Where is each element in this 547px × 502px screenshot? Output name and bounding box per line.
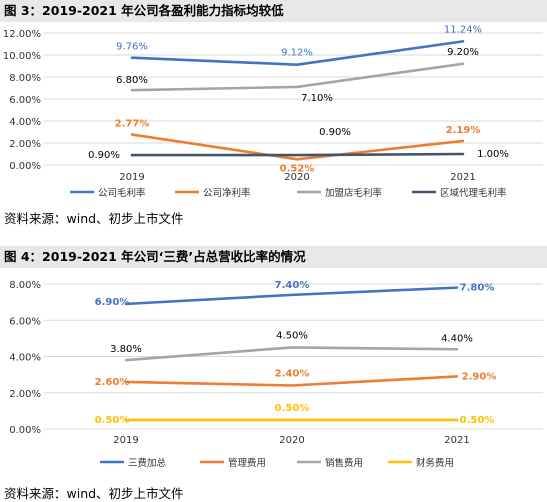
y-tick-label: 4.00% (9, 117, 41, 128)
x-tick-label: 2020 (279, 435, 304, 446)
y-tick-label: 2.00% (9, 389, 41, 400)
data-label: 7.10% (301, 93, 333, 104)
data-label: 2.77% (115, 119, 150, 130)
data-label: 1.00% (477, 149, 509, 160)
data-label: 3.80% (110, 344, 142, 355)
figure-3-chart: 0.00% 2.00% 4.00% 6.00% 8.00% 10.00% 12.00% 201… (3, 24, 543, 199)
data-label: 2.19% (446, 125, 481, 136)
data-label: 11.24% (444, 24, 482, 35)
y-tick-label: 8.00% (9, 280, 41, 291)
fig4-series-line-2 (124, 346, 459, 362)
y-tick-label: 2.00% (9, 139, 41, 150)
data-label: 0.90% (319, 127, 351, 138)
data-label: 6.90% (95, 297, 130, 308)
y-tick-label: 4.00% (9, 353, 41, 364)
data-label: 4.50% (276, 330, 308, 341)
y-tick-label: 0.00% (9, 161, 41, 172)
data-label: 7.40% (275, 280, 310, 291)
legend-label: 公司毛利率 (98, 187, 146, 199)
y-tick-label: 6.00% (9, 316, 41, 327)
y-tick-label: 12.00% (3, 29, 41, 40)
data-label: 7.80% (460, 283, 495, 294)
legend-label: 管理费用 (228, 457, 266, 469)
data-label: 6.80% (116, 75, 148, 86)
figure-3-source: 资料来源：wind、初步上市文件 (4, 211, 184, 226)
y-tick-label: 10.00% (3, 51, 41, 62)
y-tick-label: 0.00% (9, 425, 41, 436)
data-label: 9.12% (281, 48, 313, 59)
y-tick-label: 6.00% (9, 95, 41, 106)
fig3-series-line-1 (130, 133, 465, 161)
figure-4-chart: 0.00% 2.00% 4.00% 6.00% 8.00% 2019 2020 2021 6.9… (9, 280, 543, 469)
data-label: 4.40% (441, 333, 473, 344)
x-tick-label: 2019 (119, 172, 144, 183)
data-label: 2.40% (275, 369, 310, 380)
fig3-series-line-0 (130, 40, 465, 66)
figure-4-title: 图 4：2019-2021 年公司‘三费’占总营收比率的情况 (0, 246, 547, 268)
data-label: 0.90% (88, 150, 120, 161)
figure-4-source: 资料来源：wind、初步上市文件 (4, 486, 184, 501)
legend-label: 三费加总 (128, 457, 167, 469)
x-tick-label: 2019 (113, 435, 138, 446)
legend-label: 加盟店毛利率 (325, 187, 383, 199)
data-label: 0.50% (460, 415, 495, 426)
fig4-series-line-1 (124, 375, 459, 387)
legend-label: 公司净利率 (203, 187, 251, 199)
data-label: 2.90% (462, 371, 497, 382)
legend-label: 销售费用 (325, 457, 363, 469)
data-label: 0.50% (95, 415, 130, 426)
data-label: 0.50% (275, 403, 310, 414)
x-tick-label: 2021 (444, 435, 469, 446)
fig3-series-line-2 (130, 62, 465, 92)
x-tick-label: 2021 (450, 172, 475, 183)
figure-3-title: 图 3：2019-2021 年公司各盈利能力指标均较低 (0, 0, 547, 22)
data-label: 0.52% (280, 163, 315, 174)
y-tick-label: 8.00% (9, 73, 41, 84)
data-label: 9.76% (116, 42, 148, 53)
legend-label: 区域代理毛利率 (440, 187, 507, 199)
x-tick-label: 2020 (284, 172, 309, 183)
data-label: 9.20% (447, 47, 479, 58)
data-label: 2.60% (95, 377, 130, 388)
fig4-series-line-0 (124, 286, 459, 306)
legend-label: 财务费用 (416, 457, 454, 469)
fig3-series-line-3 (130, 152, 465, 157)
